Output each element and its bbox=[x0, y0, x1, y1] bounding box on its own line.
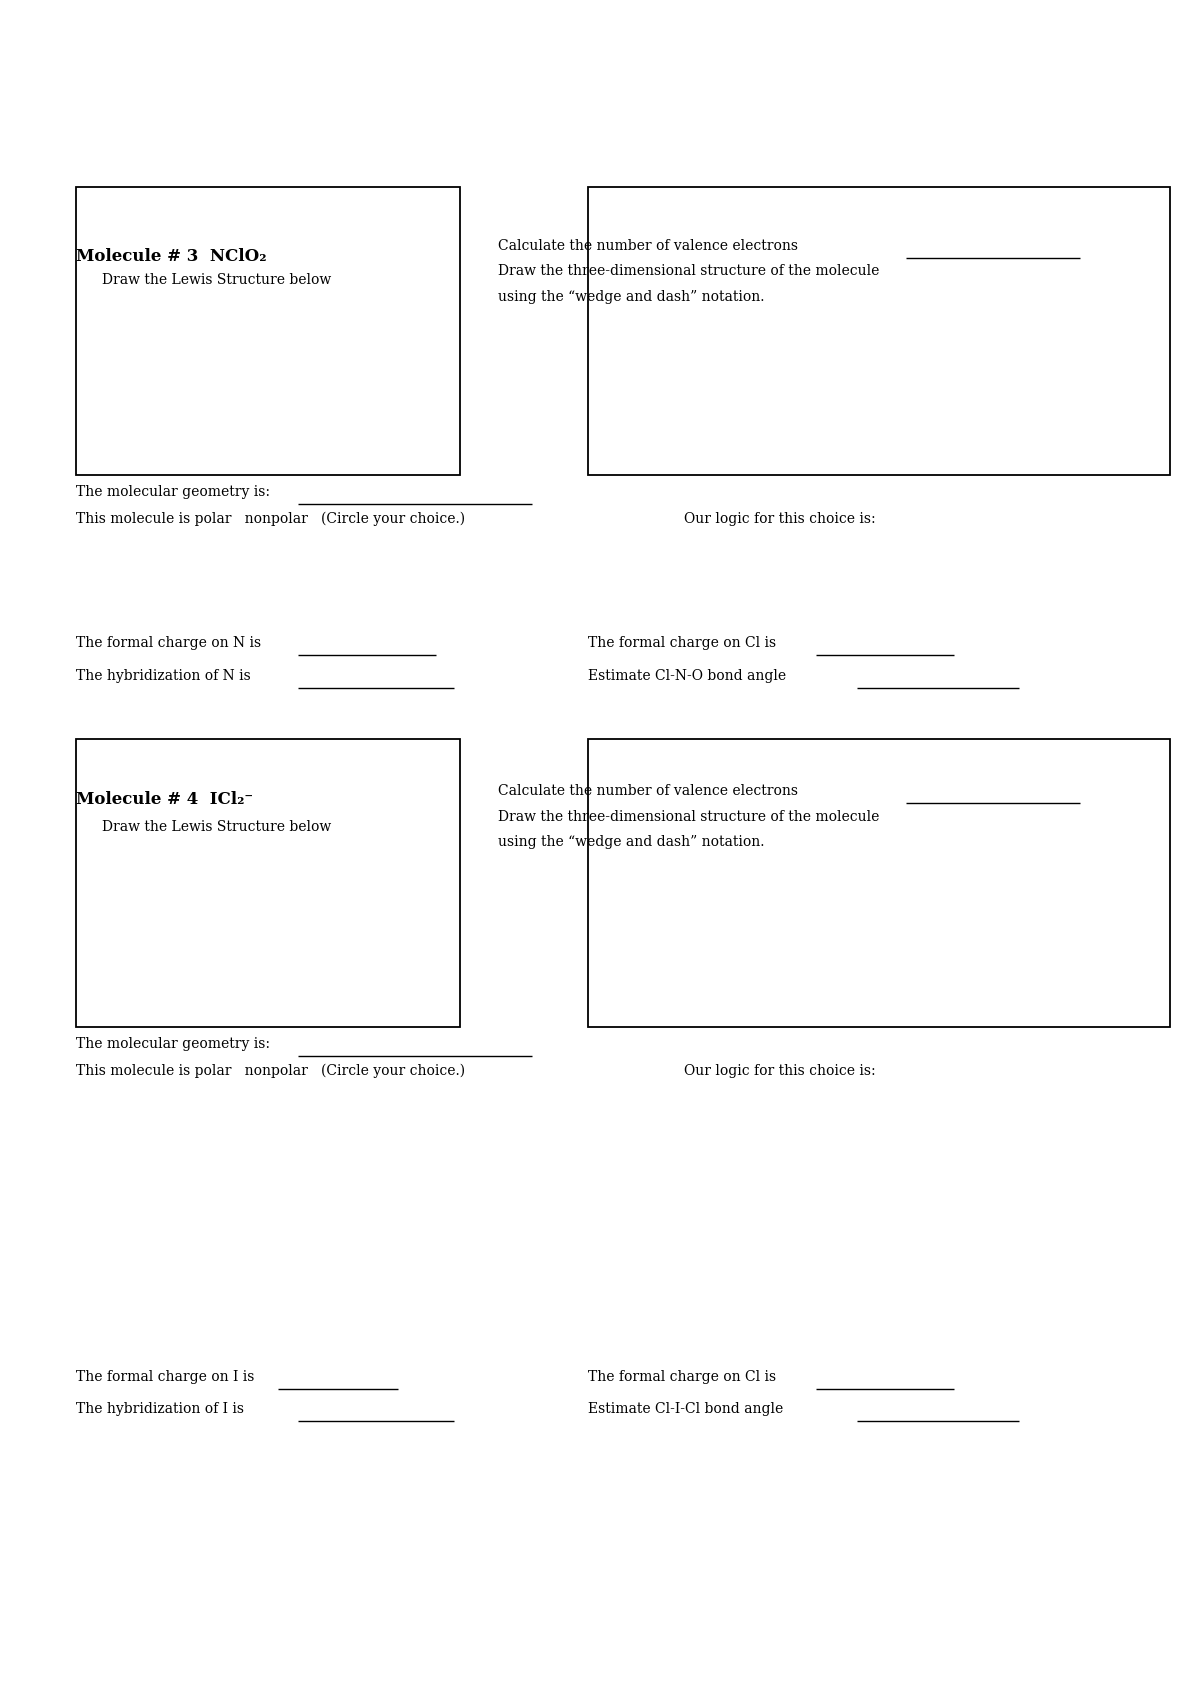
Text: Draw the Lewis Structure below: Draw the Lewis Structure below bbox=[102, 273, 331, 287]
Bar bbox=[76, 739, 460, 1027]
Text: Estimate Cl-N-O bond angle: Estimate Cl-N-O bond angle bbox=[588, 669, 786, 683]
Text: Draw the three-dimensional structure of the molecule: Draw the three-dimensional structure of … bbox=[498, 810, 880, 824]
Text: The formal charge on Cl is: The formal charge on Cl is bbox=[588, 637, 776, 650]
Text: The molecular geometry is:: The molecular geometry is: bbox=[76, 1037, 270, 1051]
Text: Molecule # 4  ICl₂⁻: Molecule # 4 ICl₂⁻ bbox=[76, 791, 253, 808]
Bar bbox=[588, 739, 1170, 1027]
Bar bbox=[588, 187, 1170, 475]
Text: Draw the three-dimensional structure of the molecule: Draw the three-dimensional structure of … bbox=[498, 265, 880, 278]
Text: The hybridization of N is: The hybridization of N is bbox=[76, 669, 251, 683]
Text: using the “wedge and dash” notation.: using the “wedge and dash” notation. bbox=[498, 290, 764, 304]
Text: The molecular geometry is:: The molecular geometry is: bbox=[76, 486, 270, 499]
Text: Draw the Lewis Structure below: Draw the Lewis Structure below bbox=[102, 820, 331, 834]
Text: using the “wedge and dash” notation.: using the “wedge and dash” notation. bbox=[498, 835, 764, 849]
Text: The hybridization of I is: The hybridization of I is bbox=[76, 1403, 244, 1416]
Text: This molecule is polar   nonpolar   (Circle your choice.): This molecule is polar nonpolar (Circle … bbox=[76, 513, 464, 526]
Text: The formal charge on I is: The formal charge on I is bbox=[76, 1370, 254, 1384]
Text: Calculate the number of valence electrons: Calculate the number of valence electron… bbox=[498, 784, 798, 798]
Text: The formal charge on N is: The formal charge on N is bbox=[76, 637, 260, 650]
Text: Estimate Cl-I-Cl bond angle: Estimate Cl-I-Cl bond angle bbox=[588, 1403, 784, 1416]
Text: Our logic for this choice is:: Our logic for this choice is: bbox=[684, 513, 876, 526]
Text: The formal charge on Cl is: The formal charge on Cl is bbox=[588, 1370, 776, 1384]
Text: Calculate the number of valence electrons: Calculate the number of valence electron… bbox=[498, 239, 798, 253]
Text: Molecule # 3  NClO₂: Molecule # 3 NClO₂ bbox=[76, 248, 266, 265]
Text: Our logic for this choice is:: Our logic for this choice is: bbox=[684, 1065, 876, 1078]
Bar bbox=[76, 187, 460, 475]
Text: This molecule is polar   nonpolar   (Circle your choice.): This molecule is polar nonpolar (Circle … bbox=[76, 1065, 464, 1078]
